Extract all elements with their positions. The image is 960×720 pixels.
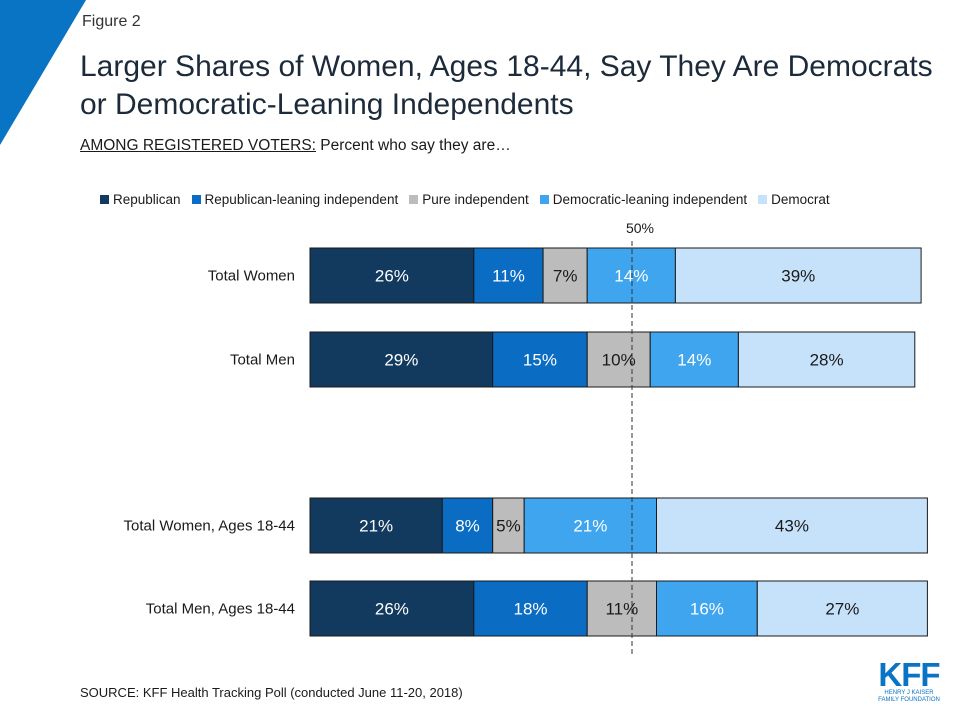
data-label: 28% (810, 351, 844, 370)
category-label: Total Women (208, 268, 295, 285)
data-label: 26% (375, 267, 409, 286)
legend-label: Republican-leaning independent (204, 191, 399, 207)
category-label: Total Women, Ages 18-44 (124, 518, 296, 535)
legend-swatch (409, 194, 419, 204)
bar-segment (674, 247, 922, 304)
data-label: 11% (605, 600, 638, 619)
bar-row: Total Men 29% 15% 10% 14% 28% (230, 331, 916, 388)
reference-line-label: 50% (626, 220, 654, 236)
data-label: 5% (496, 517, 521, 536)
data-label: 21% (573, 517, 607, 536)
legend-label: Pure independent (422, 191, 529, 207)
data-label: 11% (492, 267, 525, 286)
bar-segment (492, 497, 525, 554)
bar-segment (656, 497, 928, 554)
bar-segment (309, 497, 443, 554)
category-label: Total Men (230, 352, 295, 369)
bar-segment (756, 580, 928, 637)
source-note: SOURCE: KFF Health Tracking Poll (conduc… (80, 685, 463, 700)
logo-line-2: FAMILY FOUNDATION (878, 697, 940, 703)
legend-swatch (191, 194, 201, 204)
data-label: 15% (523, 351, 557, 370)
legend-swatch (100, 194, 109, 204)
data-label: 29% (384, 351, 418, 370)
legend-swatch (539, 194, 549, 204)
data-label: 7% (553, 267, 578, 286)
kff-logo: KFF HENRY J KAISER FAMILY FOUNDATION (876, 656, 942, 708)
data-label: 14% (614, 267, 648, 286)
bar-segment (309, 247, 475, 304)
bar-row: Total Men, Ages 18-44 26% 18% 11% 16% 27% (146, 580, 928, 637)
data-label: 8% (455, 517, 480, 536)
data-label: 16% (690, 600, 724, 619)
chart-legend: Republican Republican-leaning independent… (100, 190, 841, 208)
legend-label: Democrat (771, 191, 830, 207)
bar-segment (492, 331, 588, 388)
data-label: 18% (513, 600, 547, 619)
legend-item: Democrat (758, 192, 830, 207)
bar-segment (649, 331, 739, 388)
legend-item: Republican (100, 192, 181, 207)
legend-label: Democratic-leaning independent (552, 191, 748, 207)
data-label: 43% (775, 517, 809, 536)
bar-segment (309, 331, 494, 388)
chart-subtitle: AMONG REGISTERED VOTERS: Percent who say… (80, 137, 511, 155)
bar-segment (473, 247, 544, 304)
corner-accent (0, 0, 86, 145)
bar-row: Total Women, Ages 18-44 21% 8% 5% 21% 43% (124, 497, 928, 554)
bar-segment (523, 497, 658, 554)
figure-label: Figure 2 (82, 13, 141, 30)
subtitle-population: AMONG REGISTERED VOTERS: (80, 137, 316, 154)
data-label: 27% (825, 600, 859, 619)
category-label: Total Men, Ages 18-44 (146, 601, 295, 618)
data-label: 10% (602, 351, 636, 370)
bar-segment (586, 331, 651, 388)
legend-swatch (758, 194, 768, 204)
legend-item: Democratic-leaning independent (539, 191, 748, 207)
bar-segment (586, 580, 658, 637)
bar-segment (542, 247, 588, 304)
legend-label: Republican (113, 191, 181, 207)
bar-segment (586, 247, 676, 304)
data-label: 21% (359, 517, 393, 536)
bar-segment (309, 580, 475, 637)
data-label: 14% (677, 351, 711, 370)
data-label: 39% (781, 267, 815, 286)
bar-segment (441, 497, 494, 554)
legend-item: Pure independent (409, 192, 529, 207)
bar-segment (737, 331, 916, 388)
logo-line-1: HENRY J KAISER (884, 690, 934, 696)
bar-segment (656, 580, 758, 637)
logo-letters: KFF (878, 656, 940, 693)
legend-item: Republican-leaning independent (191, 191, 399, 207)
bar-segment (473, 580, 588, 637)
data-label: 26% (375, 600, 409, 619)
bar-row: Total Women 26% 11% 7% 14% 39% (208, 247, 922, 304)
subtitle-question: Percent who say they are… (315, 137, 511, 154)
chart-title: Larger Shares of Women, Ages 18-44, Say … (80, 50, 933, 121)
